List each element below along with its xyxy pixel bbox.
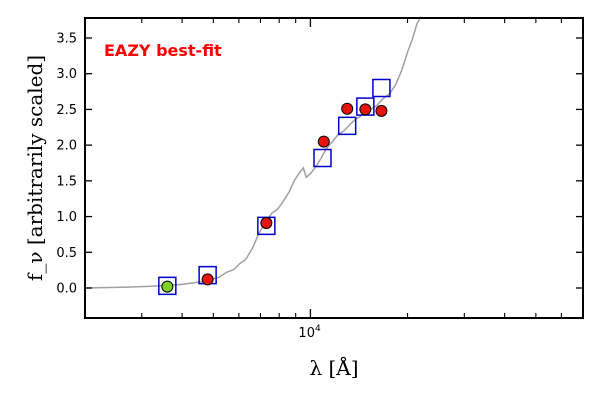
- y-axis-title: f_ν [arbitrarily scaled]: [23, 55, 47, 281]
- model-box-6: [372, 78, 391, 98]
- plot-frame: [84, 17, 584, 319]
- y-tick-label-1: 0.5: [56, 246, 77, 261]
- y-tick-label-3: 1.5: [56, 174, 77, 189]
- observed-point-5: [375, 104, 388, 117]
- observed-point-2: [317, 135, 330, 148]
- y-tick-label-6: 3.0: [56, 67, 77, 82]
- y-tick-label-7: 3.5: [56, 32, 77, 47]
- y-tick-label-2: 1.0: [56, 210, 77, 225]
- green-point-0: [161, 280, 174, 293]
- y-tick-label-5: 2.5: [56, 103, 77, 118]
- axis-ticks: 0.0 0.5 1.0 1.5 2.0 2.5 3.0 3.5: [56, 18, 583, 318]
- x-axis-title: λ [Å]: [309, 355, 358, 380]
- x-tick-label-1e4: 104: [298, 324, 321, 341]
- y-tick-label-4: 2.0: [56, 139, 77, 154]
- annotation-eazy-best-fit: EAZY best-fit: [104, 41, 222, 60]
- plot-content: [84, 16, 422, 296]
- observed-point-4: [359, 103, 372, 116]
- y-tick-label-0: 0.0: [56, 282, 77, 297]
- model-box-3: [313, 148, 332, 168]
- x-tick-label-exponent: 4: [315, 324, 321, 334]
- model-box-0: [158, 276, 177, 296]
- observed-point-1: [260, 217, 273, 229]
- observed-point-3: [341, 102, 354, 115]
- model-box-4: [337, 116, 357, 136]
- observed-point-0: [201, 273, 214, 286]
- x-tick-label-base: 10: [298, 326, 315, 341]
